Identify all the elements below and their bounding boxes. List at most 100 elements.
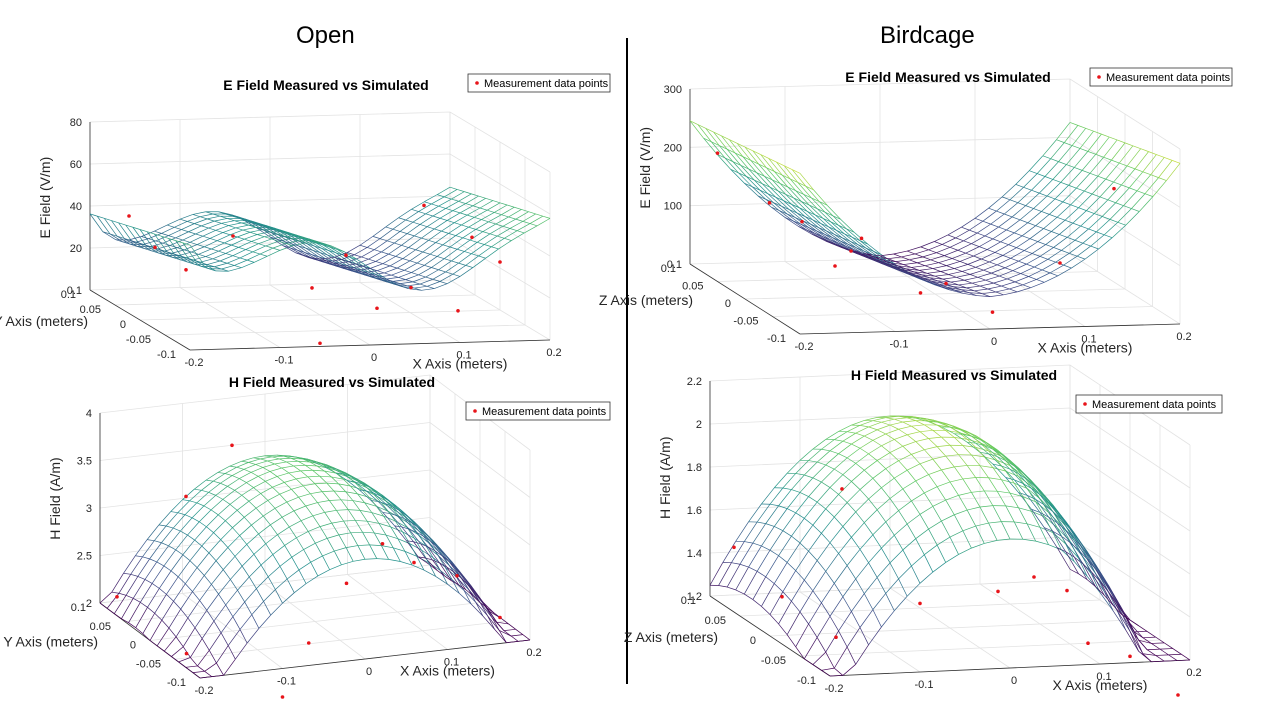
- mesh-line: [227, 485, 235, 491]
- mesh-line: [431, 267, 439, 271]
- mesh-line: [962, 266, 976, 272]
- mesh-line: [268, 227, 276, 230]
- mesh-line: [529, 215, 544, 224]
- mesh-line: [350, 485, 358, 495]
- mesh-line: [235, 227, 243, 231]
- mesh-line: [1049, 264, 1064, 274]
- mesh-line: [399, 517, 408, 528]
- mesh-line: [324, 512, 333, 524]
- mesh-line: [173, 583, 186, 602]
- mesh-line: [868, 426, 878, 431]
- mesh-line: [804, 216, 819, 228]
- mesh-line: [252, 251, 261, 255]
- mesh-line: [264, 455, 273, 458]
- mesh-line: [774, 508, 788, 527]
- mesh-line: [1002, 255, 1011, 259]
- mesh-line: [206, 479, 214, 482]
- mesh-line: [1051, 231, 1060, 235]
- mesh-line: [298, 493, 311, 498]
- mesh-line: [1071, 128, 1086, 146]
- mesh-line: [172, 257, 181, 261]
- mesh-line: [989, 261, 998, 266]
- mesh-line: [293, 510, 302, 521]
- mesh-line: [423, 569, 436, 577]
- mesh-line: [1081, 154, 1096, 171]
- mesh-line: [979, 246, 988, 250]
- mesh-line: [928, 249, 937, 254]
- mesh-line: [864, 577, 878, 594]
- mesh-line: [374, 276, 382, 280]
- mesh-line: [859, 439, 874, 449]
- mesh-line: [791, 474, 805, 490]
- mesh-line: [314, 245, 322, 249]
- mesh-line: [1112, 610, 1127, 631]
- mesh-line: [1080, 213, 1095, 227]
- mesh-line: [851, 611, 861, 628]
- mesh-line: [936, 446, 946, 457]
- mesh-line: [924, 446, 938, 451]
- mesh-line: [949, 426, 959, 433]
- mesh-line: [988, 450, 998, 461]
- mesh-line: [182, 499, 190, 502]
- mesh-line: [1012, 216, 1021, 221]
- mesh-line: [1031, 509, 1045, 528]
- mesh-line: [392, 506, 400, 511]
- mesh-line: [1037, 173, 1046, 177]
- chart-title: E Field Measured vs Simulated: [845, 69, 1050, 85]
- mesh-line: [187, 221, 195, 224]
- mesh-line: [298, 240, 306, 244]
- mesh-line: [992, 463, 1006, 478]
- mesh-line: [182, 239, 191, 243]
- mesh-line: [913, 271, 922, 276]
- mesh-line: [1014, 281, 1023, 286]
- mesh-line: [974, 207, 989, 219]
- mesh-line: [931, 280, 940, 285]
- z-tick-label: 2: [86, 598, 92, 610]
- mesh-line: [220, 527, 233, 540]
- mesh-line: [1014, 521, 1028, 525]
- mesh-line: [804, 216, 813, 221]
- mesh-line: [799, 207, 808, 212]
- mesh-line: [842, 596, 852, 612]
- mesh-line: [364, 502, 377, 507]
- mesh-line: [744, 541, 753, 544]
- mesh-line: [202, 235, 211, 239]
- mesh-line: [1121, 184, 1130, 189]
- mesh-line: [423, 535, 431, 542]
- mesh-line: [1056, 527, 1067, 545]
- x-axis-label: X Axis (meters): [413, 356, 508, 372]
- axis-line: [189, 339, 551, 351]
- mesh-line: [192, 211, 206, 215]
- mesh-line: [901, 256, 910, 261]
- mesh-line: [915, 480, 925, 494]
- mesh-line: [1076, 187, 1085, 192]
- mesh-line: [252, 245, 266, 253]
- mesh-line: [1031, 486, 1041, 499]
- mesh-line: [799, 448, 814, 461]
- measurement-point: [767, 201, 772, 205]
- mesh-line: [445, 201, 459, 209]
- axis-line: [89, 289, 191, 351]
- mesh-line: [379, 238, 388, 242]
- mesh-line: [1099, 181, 1114, 198]
- mesh-line: [405, 274, 419, 280]
- mesh-line: [194, 488, 202, 491]
- mesh-line: [1078, 573, 1088, 580]
- mesh-line: [102, 231, 116, 240]
- mesh-line: [1121, 607, 1131, 624]
- mesh-line: [839, 240, 848, 245]
- mesh-line: [1129, 623, 1144, 638]
- mesh-line: [879, 255, 888, 260]
- mesh-line: [173, 601, 181, 610]
- mesh-line: [195, 233, 203, 237]
- mesh-line: [1026, 479, 1041, 495]
- mesh-line: [954, 264, 968, 269]
- mesh-line: [232, 475, 240, 479]
- mesh-line: [864, 460, 878, 471]
- mesh-line: [937, 280, 951, 283]
- mesh-line: [487, 615, 495, 630]
- mesh-line: [237, 231, 251, 238]
- mesh-line: [335, 261, 349, 264]
- mesh-line: [789, 178, 799, 183]
- mesh-line: [954, 437, 964, 446]
